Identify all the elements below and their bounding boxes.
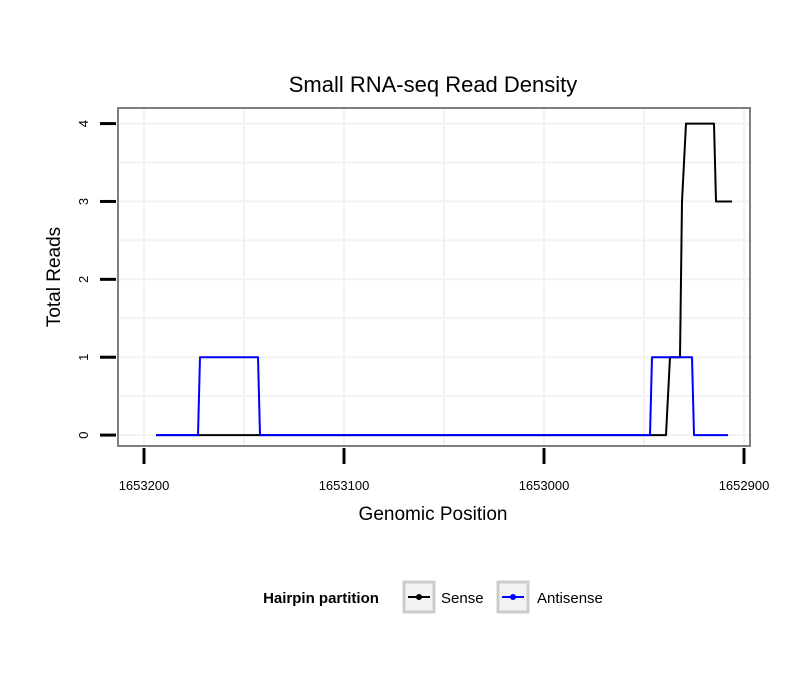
y-tick-label: 2 [76,276,91,283]
x-tick-label: 1653100 [319,478,370,493]
y-axis-title: Total Reads [44,227,65,327]
legend: Hairpin partition Sense Antisense [263,580,603,614]
x-tick-label: 1653000 [519,478,570,493]
legend-point-antisense [510,594,516,600]
series-line-antisense [156,356,728,437]
x-tick-label: 1652900 [719,478,770,493]
series-line-sense [156,122,732,437]
legend-key-antisense [496,580,530,614]
x-axis-title: Genomic Position [359,504,508,525]
grid [118,108,750,446]
legend-label-sense: Sense [441,590,484,607]
legend-title: Hairpin partition [263,590,379,607]
y-tick-label: 3 [76,198,91,205]
series-lines [156,122,732,437]
y-tick-label: 1 [76,354,91,361]
legend-point-sense [416,594,422,600]
axes: 1653200 1653100 1653000 1652900 0 1 2 3 4 [76,120,769,493]
y-tick-label: 0 [76,431,91,438]
plot-panel [117,107,751,447]
y-tick-label: 4 [76,120,91,127]
x-tick-label: 1653200 [119,478,170,493]
legend-label-antisense: Antisense [537,590,603,607]
chart-title: Small RNA-seq Read Density [289,72,578,97]
